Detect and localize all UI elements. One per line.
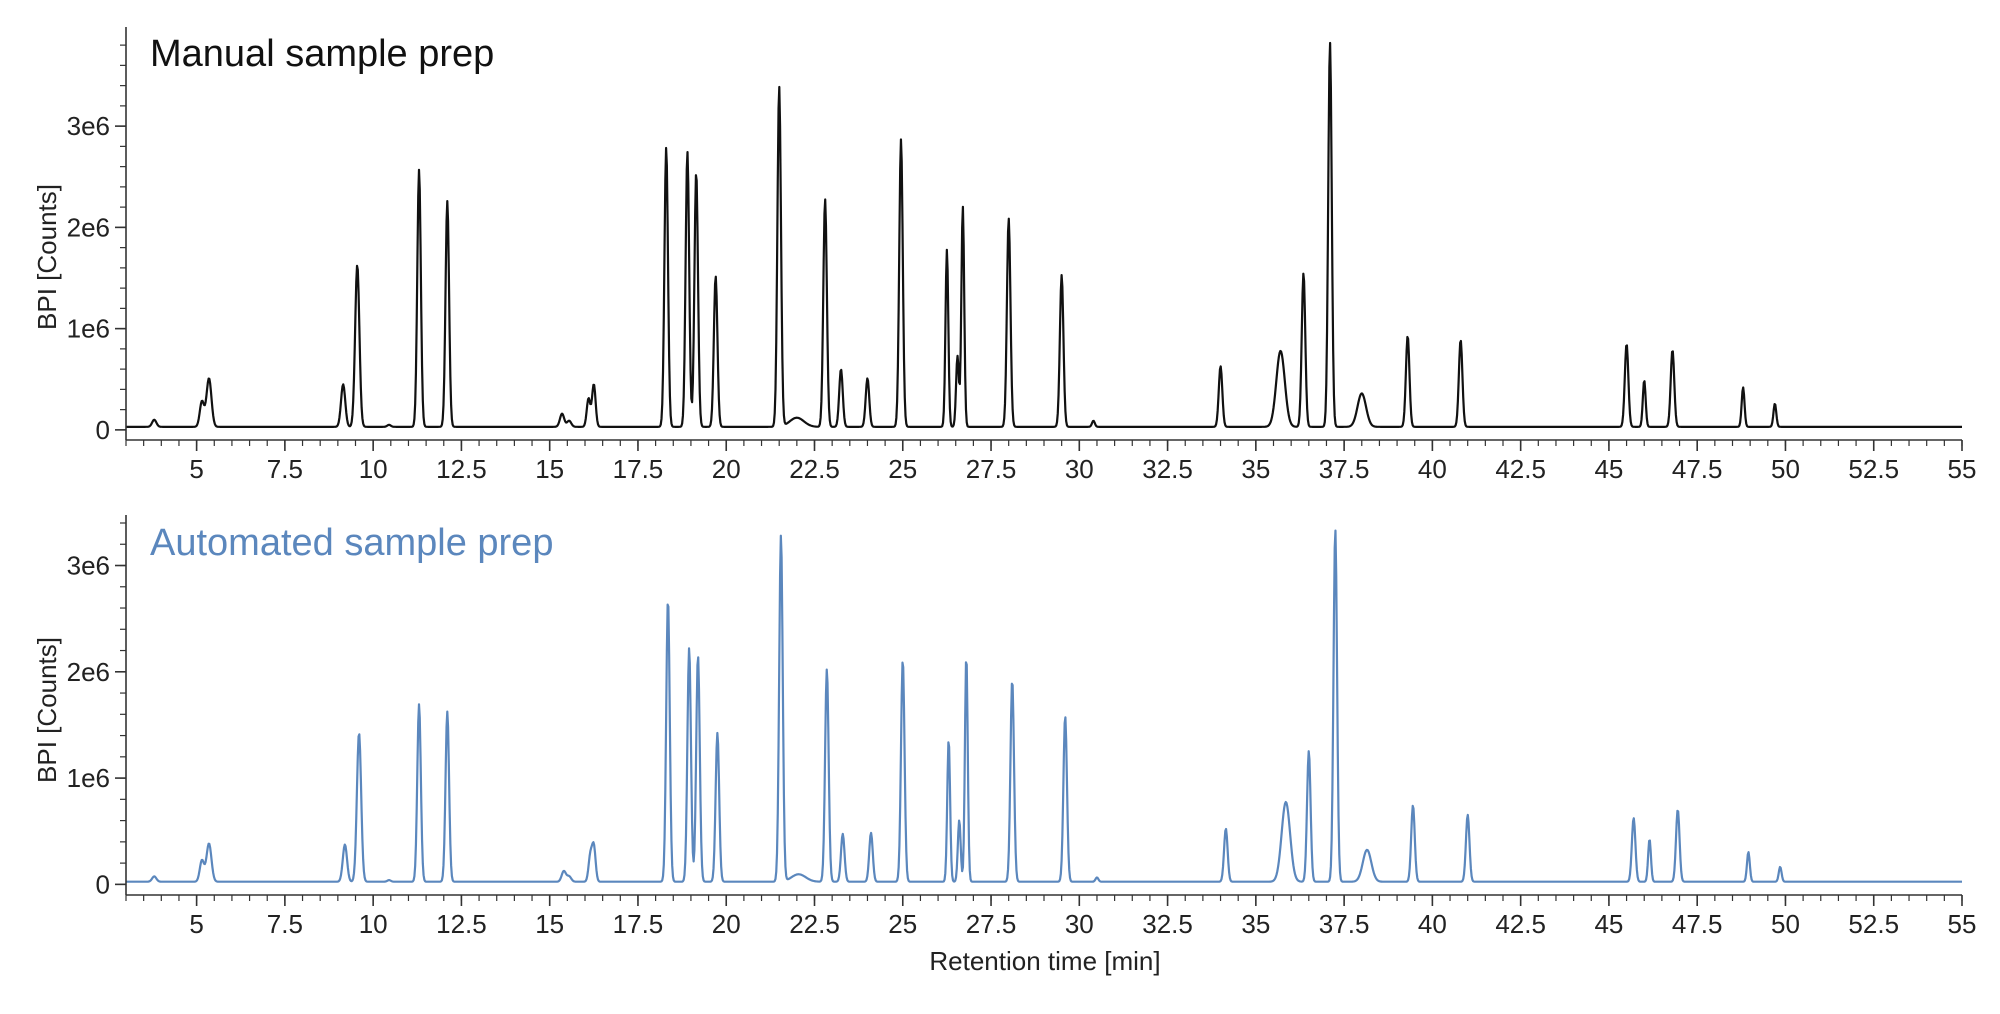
automated-prep-y-tick-label: 3e6 bbox=[67, 551, 110, 581]
manual-prep-x-tick-label: 32.5 bbox=[1142, 454, 1193, 484]
automated-prep-panel: Automated sample prep BPI [Counts] Reten… bbox=[32, 515, 1976, 976]
automated-prep-x-tick-label: 30 bbox=[1065, 909, 1094, 939]
manual-prep-x-tick-label: 42.5 bbox=[1495, 454, 1546, 484]
manual-prep-x-tick-label: 17.5 bbox=[613, 454, 664, 484]
automated-prep-x-tick-label: 17.5 bbox=[613, 909, 664, 939]
manual-prep-y-tick-label: 3e6 bbox=[67, 111, 110, 141]
manual-prep-title: Manual sample prep bbox=[150, 33, 494, 75]
x-axis-label: Retention time [min] bbox=[929, 946, 1160, 976]
automated-prep-x-tick-label: 32.5 bbox=[1142, 909, 1193, 939]
automated-prep-x-tick-label: 40 bbox=[1418, 909, 1447, 939]
manual-prep-trace bbox=[125, 41, 1963, 428]
automated-prep-x-tick-label: 25 bbox=[888, 909, 917, 939]
automated-prep-x-tick-label: 42.5 bbox=[1495, 909, 1546, 939]
manual-prep-x-tick-label: 7.5 bbox=[267, 454, 303, 484]
automated-prep-x-tick-label: 52.5 bbox=[1848, 909, 1899, 939]
manual-prep-x-tick-label: 37.5 bbox=[1319, 454, 1370, 484]
automated-prep-y-tick-label: 1e6 bbox=[67, 763, 110, 793]
automated-prep-x-tick-label: 22.5 bbox=[789, 909, 840, 939]
manual-prep-x-tick-label: 45 bbox=[1594, 454, 1623, 484]
manual-prep-y-axis-label: BPI [Counts] bbox=[32, 184, 62, 330]
automated-prep-y-axis-label: BPI [Counts] bbox=[32, 637, 62, 783]
manual-prep-x-tick-label: 10 bbox=[359, 454, 388, 484]
automated-prep-x-tick-label: 45 bbox=[1594, 909, 1623, 939]
automated-prep-x-tick-label: 50 bbox=[1771, 909, 1800, 939]
automated-prep-x-tick-label: 35 bbox=[1241, 909, 1270, 939]
manual-prep-x-tick-label: 25 bbox=[888, 454, 917, 484]
automated-prep-x-tick-label: 37.5 bbox=[1319, 909, 1370, 939]
manual-prep-y-tick-label: 2e6 bbox=[67, 212, 110, 242]
automated-prep-x-tick-label: 5 bbox=[189, 909, 203, 939]
automated-prep-x-tick-label: 7.5 bbox=[267, 909, 303, 939]
manual-prep-x-tick-label: 20 bbox=[712, 454, 741, 484]
manual-prep-x-tick-label: 47.5 bbox=[1672, 454, 1723, 484]
automated-prep-x-tick-label: 10 bbox=[359, 909, 388, 939]
automated-prep-y-tick-label: 0 bbox=[96, 869, 110, 899]
automated-prep-title: Automated sample prep bbox=[150, 522, 553, 564]
manual-prep-x-tick-label: 12.5 bbox=[436, 454, 487, 484]
manual-prep-x-tick-label: 52.5 bbox=[1848, 454, 1899, 484]
automated-prep-x-tick-label: 55 bbox=[1948, 909, 1977, 939]
automated-prep-x-tick-label: 12.5 bbox=[436, 909, 487, 939]
manual-prep-x-tick-label: 22.5 bbox=[789, 454, 840, 484]
manual-prep-y-tick-label: 0 bbox=[96, 415, 110, 445]
manual-prep-x-tick-label: 50 bbox=[1771, 454, 1800, 484]
manual-prep-x-tick-label: 27.5 bbox=[966, 454, 1017, 484]
automated-prep-x-tick-label: 27.5 bbox=[966, 909, 1017, 939]
automated-prep-x-tick-label: 15 bbox=[535, 909, 564, 939]
manual-prep-x-tick-label: 30 bbox=[1065, 454, 1094, 484]
automated-prep-trace bbox=[125, 529, 1963, 883]
manual-prep-panel: Manual sample prep BPI [Counts] 5 7.5 10 12… bbox=[32, 27, 1976, 484]
manual-prep-x-tick-label: 55 bbox=[1948, 454, 1977, 484]
automated-prep-y-tick-label: 2e6 bbox=[67, 657, 110, 687]
manual-prep-x-tick-label: 15 bbox=[535, 454, 564, 484]
manual-prep-x-tick-label: 5 bbox=[189, 454, 203, 484]
manual-prep-x-tick-label: 40 bbox=[1418, 454, 1447, 484]
manual-prep-y-tick-label: 1e6 bbox=[67, 314, 110, 344]
automated-prep-x-tick-label: 20 bbox=[712, 909, 741, 939]
automated-prep-x-tick-label: 47.5 bbox=[1672, 909, 1723, 939]
manual-prep-x-tick-label: 35 bbox=[1241, 454, 1270, 484]
